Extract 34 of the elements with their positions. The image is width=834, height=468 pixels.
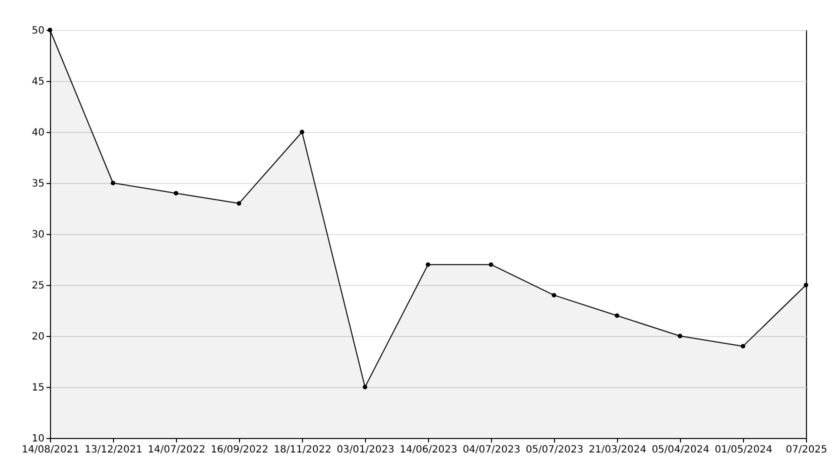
point	[614, 313, 620, 318]
x-tick-label: 05/04/2024	[652, 444, 710, 456]
point	[236, 201, 242, 206]
point	[174, 190, 178, 196]
point	[740, 344, 746, 348]
x-tick-label: 16/09/2022	[210, 444, 268, 456]
x-tick-label: 18/11/2022	[274, 444, 332, 456]
point	[362, 384, 368, 390]
y-tick-label: 10	[32, 434, 44, 444]
point	[300, 130, 304, 134]
point	[678, 334, 682, 338]
point	[110, 180, 116, 186]
x-tick-label: 14/06/2023	[400, 444, 458, 456]
y-tick-label: 30	[32, 230, 44, 240]
y-tick-label: 25	[32, 280, 44, 292]
x-tick-label: 04/07/2023	[462, 444, 520, 456]
x-tick-label: 13/12/2021	[84, 444, 142, 456]
x-tick-label: 07/2025	[786, 444, 828, 456]
point	[552, 292, 556, 298]
y-tick-label: 35	[32, 178, 44, 190]
x-tick-label: 21/03/2024	[588, 444, 646, 456]
x-tick-label: 05/07/2023	[526, 444, 584, 456]
point	[488, 262, 494, 267]
y-tick-label: 20	[32, 332, 44, 342]
y-tick-label: 50	[32, 26, 44, 36]
x-tick-label: 01/05/2024	[714, 444, 772, 456]
y-tick-label: 40	[32, 128, 44, 138]
x-tick-label: 14/07/2022	[148, 444, 206, 456]
x-tick-label: 14/08/2021	[22, 444, 80, 456]
point	[426, 262, 430, 267]
x-tick-label: 03/01/2023	[336, 444, 394, 456]
y-tick-label: 45	[32, 76, 44, 88]
y-tick-label: 15	[32, 382, 44, 394]
point	[804, 282, 808, 288]
